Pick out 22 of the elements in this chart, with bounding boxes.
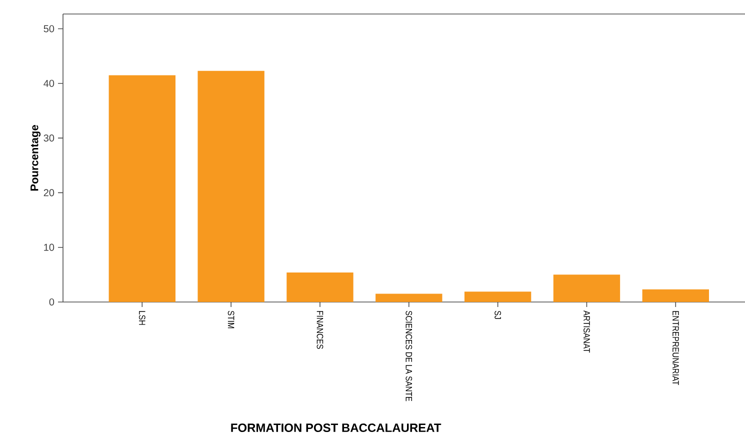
y-tick-label: 0: [49, 298, 54, 306]
x-tick-label: SCIENCES DE LA SANTE: [406, 310, 412, 402]
bar: [553, 274, 620, 302]
bar: [286, 272, 354, 302]
x-tick-label: FINANCES: [316, 311, 324, 349]
x-tick-label: ARTISANAT: [584, 310, 590, 353]
y-tick-label: 40: [44, 80, 54, 87]
y-tick-label: 10: [44, 244, 54, 251]
bar: [376, 294, 442, 302]
x-axis-title: FORMATION POST BACCALAUREAT: [231, 424, 442, 432]
x-tick-label: ENTREPREUNARIAT: [672, 311, 679, 386]
y-axis-title: Pourcentage: [30, 125, 40, 191]
bar: [108, 75, 176, 302]
x-tick-label: STIM: [228, 310, 234, 328]
y-tick-label: 20: [44, 189, 54, 196]
y-tick-label: 30: [44, 134, 54, 142]
x-tick-label: LSH: [138, 311, 146, 325]
bar: [464, 292, 532, 302]
y-tick-label: 50: [44, 25, 54, 32]
x-tick-label: SJ: [494, 310, 501, 319]
bar: [198, 70, 264, 302]
bar: [642, 289, 709, 302]
